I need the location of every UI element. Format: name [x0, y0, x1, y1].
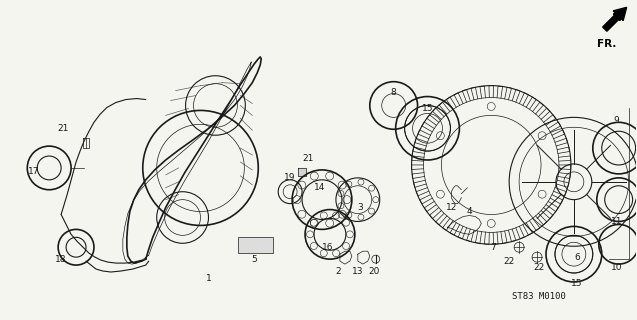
FancyArrow shape: [603, 7, 627, 31]
Text: 15: 15: [422, 104, 433, 113]
Text: 11: 11: [611, 217, 622, 226]
Text: 15: 15: [571, 279, 583, 288]
Text: 8: 8: [390, 88, 397, 97]
Text: 5: 5: [252, 255, 257, 264]
Bar: [238, 237, 273, 253]
Text: ST83 M0100: ST83 M0100: [512, 292, 566, 301]
Text: 18: 18: [55, 255, 67, 264]
Text: 22: 22: [503, 257, 515, 266]
Text: 9: 9: [614, 116, 620, 125]
Text: 2: 2: [335, 267, 341, 276]
Text: 14: 14: [314, 183, 326, 192]
Text: 17: 17: [27, 167, 39, 176]
Text: 21: 21: [303, 154, 314, 163]
Text: 21: 21: [57, 124, 69, 133]
Polygon shape: [298, 168, 306, 176]
Text: 20: 20: [368, 267, 380, 276]
Text: 10: 10: [611, 263, 622, 272]
Text: 16: 16: [322, 243, 334, 252]
Text: 3: 3: [357, 203, 362, 212]
Text: 6: 6: [574, 253, 580, 262]
Text: 1: 1: [206, 275, 211, 284]
Text: FR.: FR.: [597, 39, 617, 49]
Text: 4: 4: [466, 207, 472, 216]
Text: 22: 22: [533, 263, 545, 272]
Text: 13: 13: [352, 267, 364, 276]
Text: 7: 7: [490, 243, 496, 252]
Text: 19: 19: [284, 173, 296, 182]
Text: 12: 12: [446, 203, 457, 212]
